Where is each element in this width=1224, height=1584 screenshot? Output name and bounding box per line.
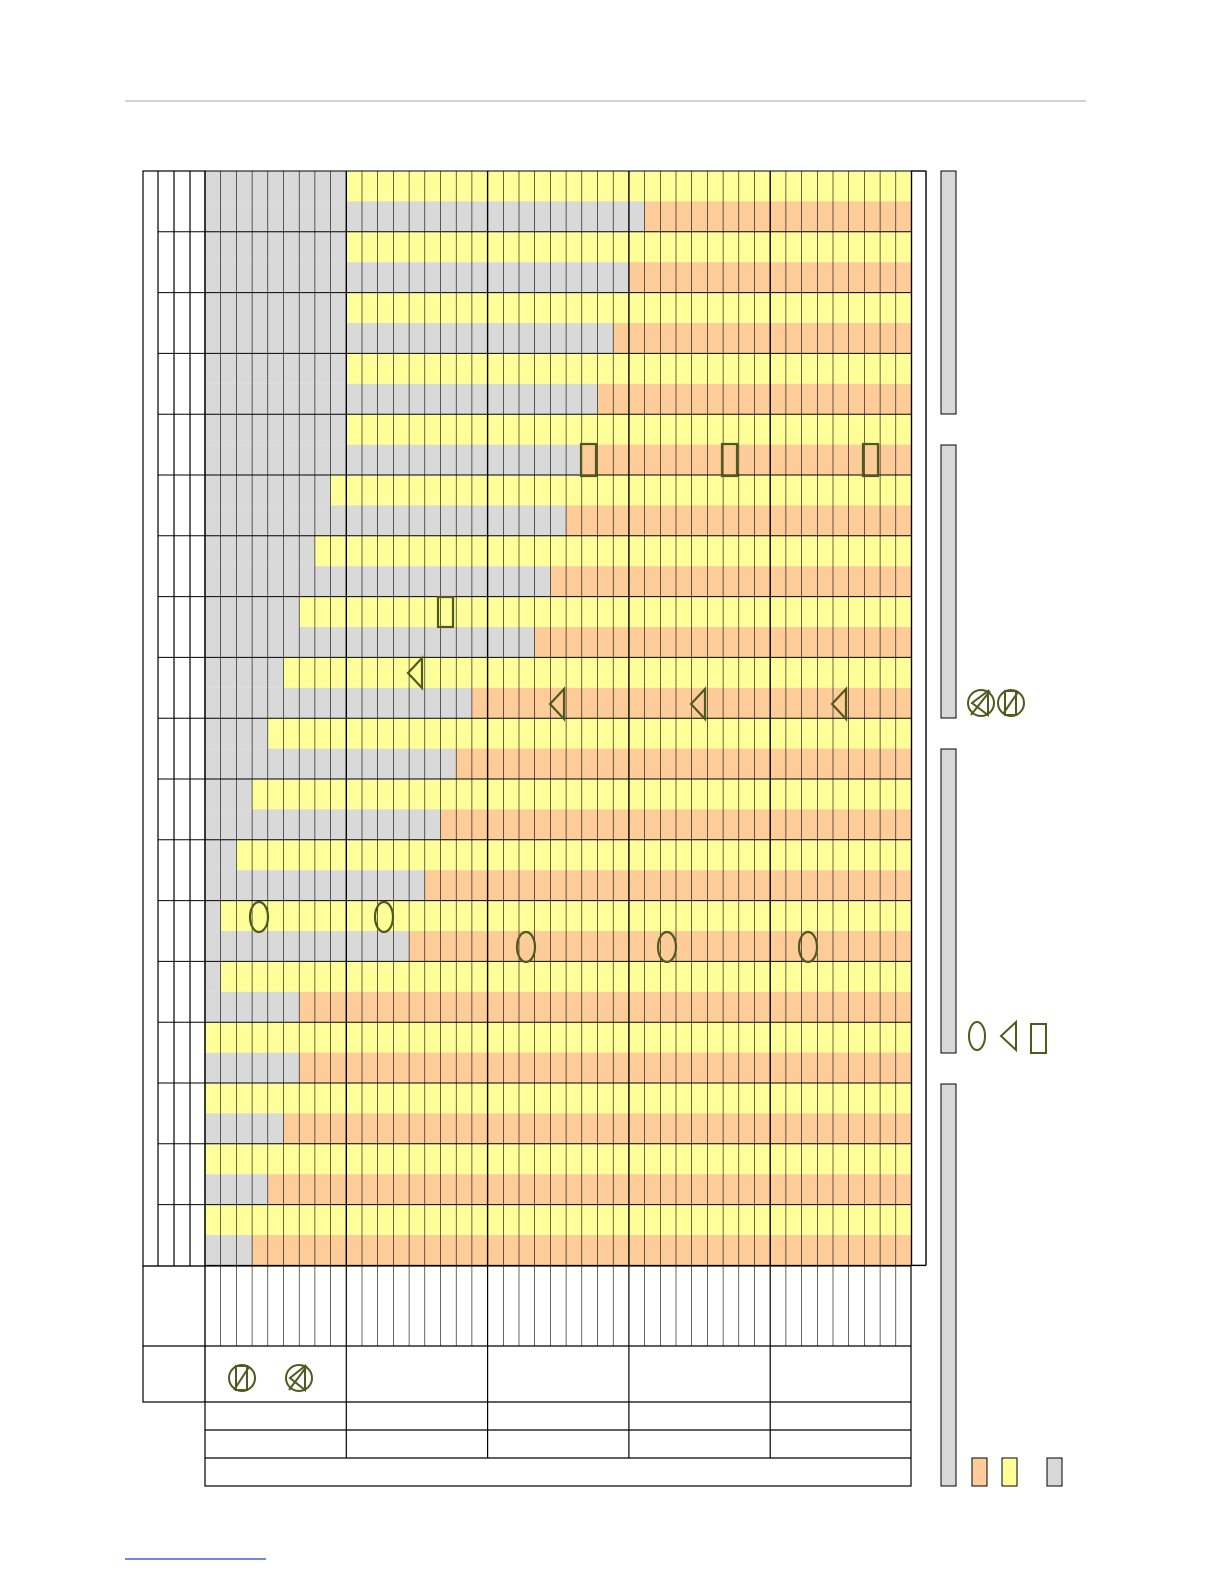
grid-cell-grey [205, 262, 629, 293]
side-bar-4 [940, 1083, 957, 1487]
triangle-marker-icon [689, 686, 707, 722]
color-legend [971, 1457, 1063, 1487]
rectangle-marker-icon [579, 442, 598, 478]
grid-cell-grey [205, 171, 347, 202]
grid-cell-orange [581, 444, 912, 475]
left-row-lines [158, 231, 205, 1206]
triangle-marker-icon [830, 686, 848, 722]
right-side-bars [940, 170, 957, 1487]
circle-slash-marker-icon [228, 1364, 256, 1392]
grid-cell-orange [644, 201, 912, 232]
ellipse-marker-icon [248, 900, 270, 934]
grid-cell-orange [613, 323, 912, 354]
bottom-header-ticks [220, 1266, 897, 1346]
grid-cell-yellow [267, 718, 912, 749]
grid-cell-grey [205, 627, 535, 658]
grid-cell-grey [205, 292, 347, 323]
grid-cell-grey [205, 961, 221, 992]
ellipse-marker-icon [968, 1021, 986, 1051]
triangle-marker-icon [548, 686, 566, 722]
grid-cell-orange [550, 566, 912, 597]
grid-cell-grey [205, 383, 598, 415]
grid-cell-orange [299, 1052, 912, 1083]
grid-cell-grey [205, 931, 410, 962]
legend-symbols [967, 689, 1047, 1054]
orange-swatch [971, 1457, 988, 1487]
triangle-marker-icon [406, 655, 424, 691]
bottom-header-dividers [345, 1346, 771, 1458]
ellipse-marker-icon [515, 930, 537, 964]
grid-cell-grey [205, 1113, 284, 1144]
grid-markers [248, 442, 880, 964]
circle-triangle-marker-icon [285, 1363, 313, 1393]
grid-cell-yellow [330, 475, 912, 506]
rectangle-marker-icon [1030, 1023, 1047, 1054]
grid-cell-grey [205, 505, 567, 536]
rectangle-marker-icon [861, 442, 880, 478]
grid-cell-grey [205, 1235, 253, 1266]
bottom-header-symbols [228, 1363, 313, 1393]
grid-cell-grey [205, 779, 253, 810]
bottom-header [142, 1265, 912, 1487]
triangle-marker-icon [999, 1019, 1017, 1053]
side-bar-2 [940, 444, 957, 719]
grid-cell-grey [205, 535, 315, 567]
circle-slash-marker-icon [997, 689, 1025, 717]
grid-cell-grey [205, 414, 347, 445]
side-bar-3 [940, 748, 957, 1054]
grid-cell-orange [267, 1174, 912, 1205]
grid-cell-yellow [299, 596, 912, 627]
ellipse-marker-icon [656, 930, 678, 964]
rectangle-marker-icon [436, 595, 455, 629]
grid-cell-grey [205, 687, 472, 719]
grey-swatch [1046, 1457, 1063, 1487]
grid-cell-orange [424, 870, 912, 901]
grid-cell-grey [205, 657, 284, 688]
circle-triangle-marker-icon [967, 689, 995, 717]
grid-cell-yellow [205, 1143, 912, 1175]
ellipse-marker-icon [373, 900, 395, 934]
yellow-swatch [1001, 1457, 1018, 1487]
grid-cell-yellow [205, 1022, 912, 1053]
rectangle-marker-icon [720, 442, 739, 478]
grid-cell-grey [205, 900, 221, 931]
grid-cell-grey [205, 231, 347, 263]
schedule-grid-lines [204, 170, 927, 1267]
grid-cell-orange [299, 991, 912, 1023]
grid-cell-yellow [236, 839, 912, 871]
ellipse-marker-icon [797, 930, 819, 964]
grid-cell-grey [205, 809, 441, 840]
grid-cell-grey [205, 353, 347, 384]
grid-cell-yellow [205, 1204, 912, 1235]
side-bar-1 [940, 170, 957, 415]
grid-cell-yellow [205, 1083, 912, 1114]
grid-cell-orange [456, 748, 912, 779]
